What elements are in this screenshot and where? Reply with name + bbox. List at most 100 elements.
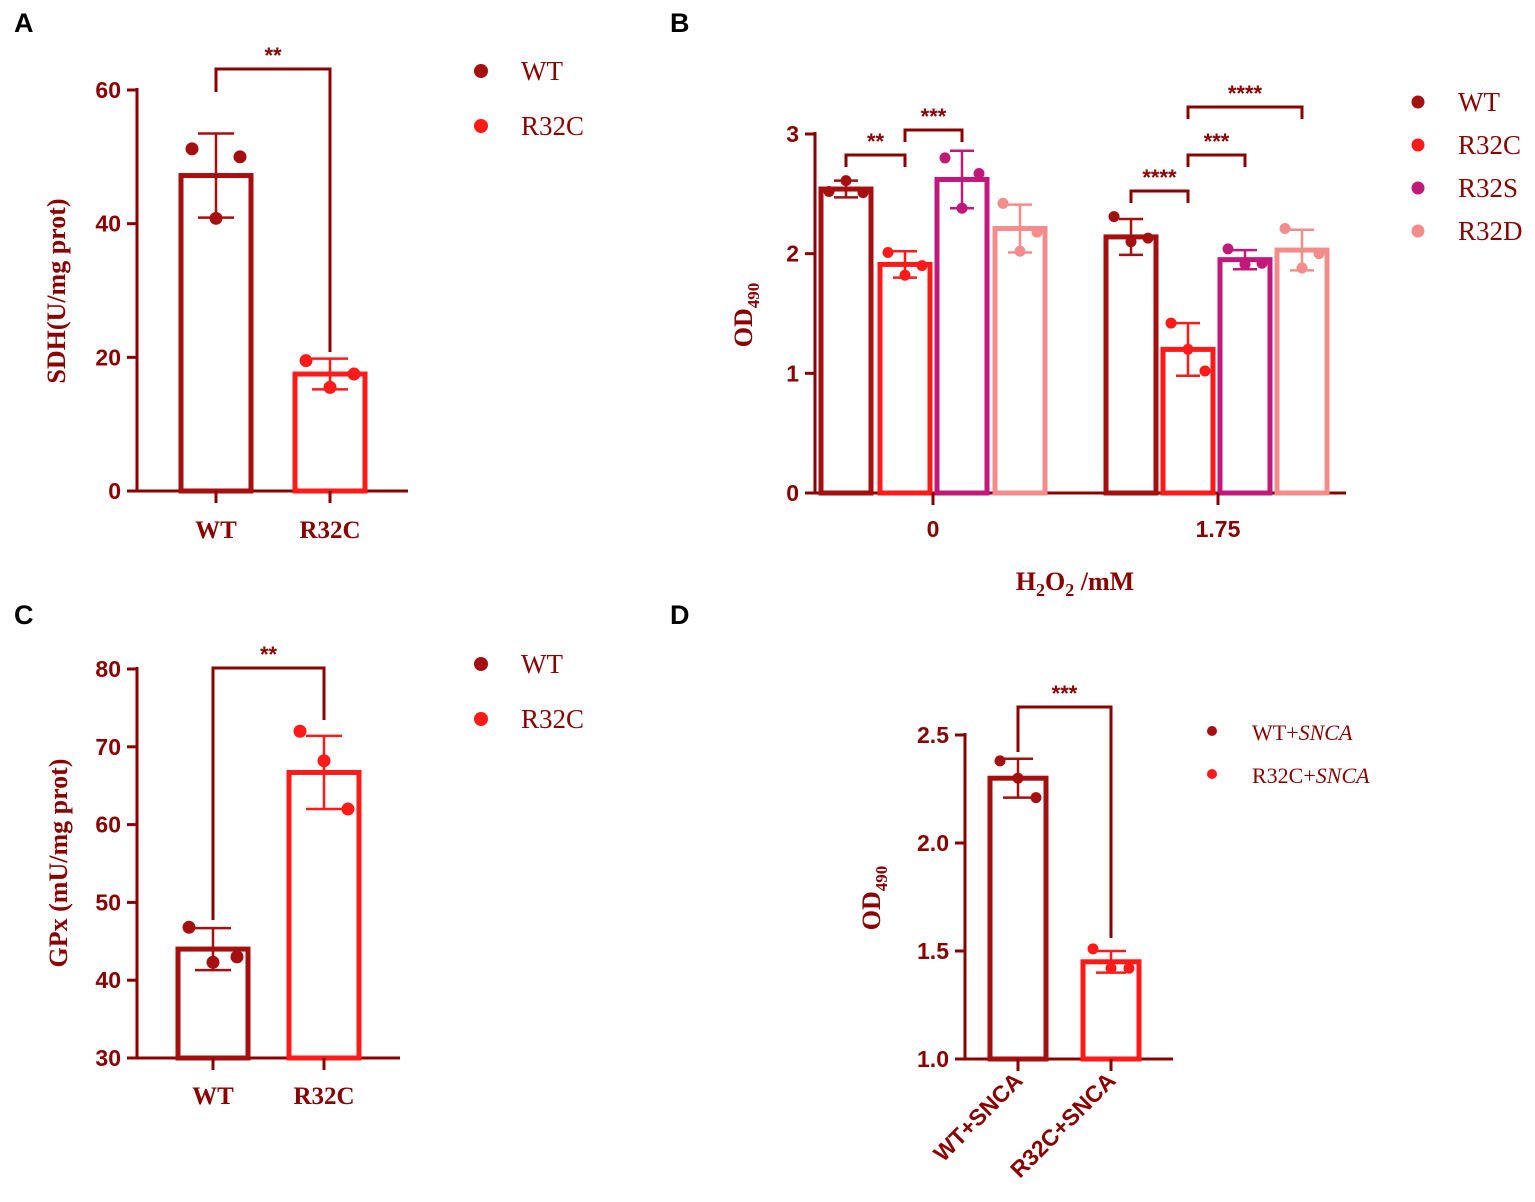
significance-label: **** [1228,81,1263,106]
x-tick-label: 0 [927,516,940,542]
y-axis-title: OD490 [857,866,891,931]
data-point [840,175,852,187]
y-tick-label: 80 [95,656,121,682]
y-tick-label: 0 [786,480,799,506]
panel-letter: A [14,8,34,38]
data-point [1182,343,1194,355]
data-point [1125,236,1137,248]
legend-marker [1411,181,1425,195]
y-tick-label: 3 [786,121,799,147]
legend-label: R32D [1458,216,1523,246]
legend-label: R32C [521,704,584,734]
significance-bracket [214,67,332,352]
significance-label: ** [260,642,278,667]
bar [992,226,1048,496]
data-point [1222,243,1234,255]
data-point [882,246,894,258]
y-tick-label: 2.5 [917,722,949,748]
significance-bracket [1186,153,1247,167]
panel-d: D 1.0 1.5 2.0 2.5 WT+SNCA R32C+SNCA *** OD490 WT+… [670,600,1370,1183]
data-point [956,202,968,214]
data-point [1199,365,1211,377]
data-point [233,150,247,164]
data-point [341,802,355,816]
legend-label: R32S [1458,173,1518,203]
data-point [209,211,223,225]
data-point [299,354,313,368]
data-point [1165,317,1177,329]
x-tick-label: WT+SNCA [928,1067,1027,1166]
bar [1080,959,1142,1062]
data-point [1108,211,1120,223]
y-tick-label: 40 [95,967,121,993]
bar [818,186,874,496]
y-tick-label: 50 [95,889,121,915]
data-point [1031,226,1043,238]
y-axis-title: OD490 [729,283,763,348]
data-point [317,754,331,768]
legend-label: WT [521,56,563,86]
data-point [823,185,835,197]
data-point [1123,962,1135,974]
panel-letter: C [14,600,34,630]
y-axis-title: SDH(U/mg prot) [42,198,71,383]
y-tick-label: 60 [95,77,121,103]
y-tick-label: 20 [95,344,121,370]
significance-bracket [1186,105,1304,119]
y-tick-label: 30 [95,1045,121,1071]
significance-bracket [211,666,326,920]
data-point [1313,248,1325,260]
x-tick-label: 1.75 [1196,516,1241,542]
x-tick-label: WT [192,1083,234,1110]
y-axis-title: GPx (mU/mg prot) [44,759,73,968]
legend-label: R32C [1458,130,1521,160]
significance-label: **** [1142,165,1177,190]
data-point [293,724,307,738]
legend-marker [474,712,488,726]
data-point [1239,258,1251,270]
legend-marker [1207,726,1217,736]
bar [934,176,990,496]
data-point [994,755,1006,767]
y-tick-label: 40 [95,211,121,237]
data-point [1030,792,1042,804]
bar [1217,257,1273,496]
data-point [899,269,911,281]
legend-label: R32C+SNCA [1252,763,1370,788]
bar [877,261,933,496]
data-point [973,167,985,179]
panel-letter: D [670,600,690,630]
significance-label: *** [1204,129,1230,154]
panel-a: A 0 20 40 60 WT R32C ** SDH(U/mg prot) WT R32C [14,8,584,544]
significance-label: *** [1052,681,1078,706]
data-point [1142,232,1154,244]
significance-label: ** [867,129,885,154]
bar [1274,247,1330,496]
y-tick-label: 70 [95,734,121,760]
data-point [1279,223,1291,235]
y-tick-label: 1.0 [917,1046,949,1072]
x-tick-label: WT [195,517,237,544]
bar [987,775,1049,1062]
significance-bracket [1016,705,1113,938]
legend-marker [474,119,488,133]
data-point [206,955,220,969]
significance-bracket [844,153,907,167]
x-tick-label: R32C [299,517,360,544]
x-tick-label: R32C [293,1083,354,1110]
significance-bracket [1129,189,1190,203]
y-tick-label: 2.0 [917,830,949,856]
data-point [1014,245,1026,257]
legend-label: WT+SNCA [1252,720,1353,745]
y-tick-label: 1 [786,360,799,386]
significance-bracket [903,128,964,142]
legend-label: R32C [521,111,584,141]
y-tick-label: 60 [95,812,121,838]
data-point [182,920,196,934]
y-tick-label: 2 [786,241,799,267]
legend-label: WT [521,649,563,679]
panel-c: C 30 40 50 60 70 80 WT R32C ** GPx (mU/mg prot) WT R… [14,600,584,1110]
bar [1103,234,1159,496]
legend-label: WT [1458,87,1500,117]
